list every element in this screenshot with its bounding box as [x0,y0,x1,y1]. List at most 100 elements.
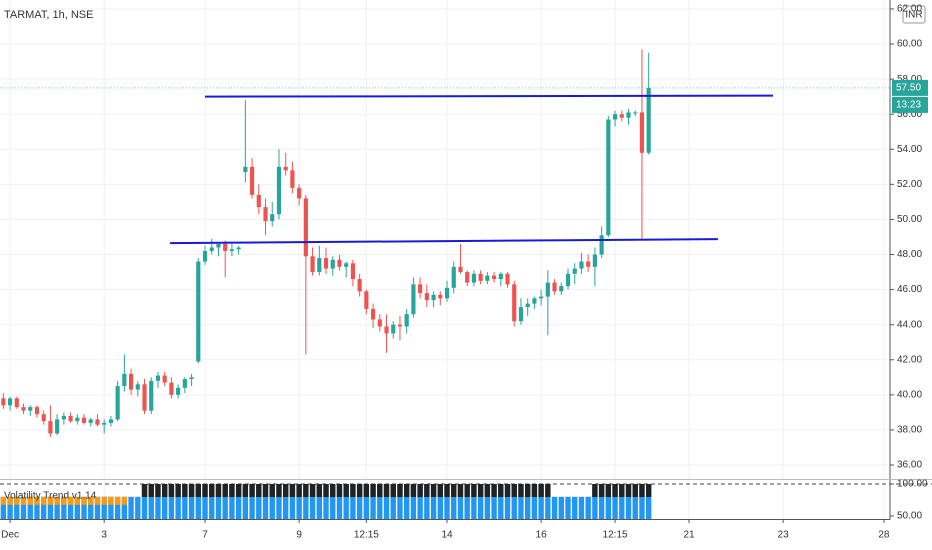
indicator-cap [511,483,517,497]
indicator-bar [605,483,612,519]
candle-body [424,293,429,301]
candle-body [572,268,577,274]
currency-box[interactable] [902,5,926,24]
candle-body [491,275,497,280]
indicator-bar [175,483,181,519]
candle-body [209,247,214,252]
indicator-bar [283,483,289,519]
indicator-cap [404,483,410,497]
indicator-cap [222,483,228,497]
indicator-bar [121,496,128,519]
indicator-cap [531,483,538,497]
indicator-cap [209,483,215,497]
indicator-bar [235,483,242,519]
indicator-bar [430,483,437,519]
x-tick-label: 7 [202,530,208,541]
indicator-cap [498,483,504,497]
indicator-bar [81,496,87,519]
indicator-bar [592,483,598,519]
indicator-bar [188,483,195,519]
x-tick-label: 9 [296,530,302,541]
indicator-cap [202,483,208,497]
indicator-cap [229,483,235,497]
indicator-cap [336,483,343,497]
indicator-bar [350,483,356,519]
symbol-title: TARMAT, 1h, NSE [4,9,93,21]
candle-body [68,415,73,422]
indicator-bar [74,496,80,519]
y-tick-label: 40.00 [897,389,922,400]
indicator-cap [195,483,201,497]
candle-body [95,419,100,425]
indicator-cap [538,483,544,497]
candle-body [518,307,524,322]
indicator-cap [343,483,349,497]
indicator-cap [397,483,403,497]
indicator-bar [390,483,396,519]
indicator-bar [195,483,201,519]
countdown-box [892,96,928,113]
candle-body [41,414,46,422]
indicator-cap [289,483,296,497]
candle-body [431,294,436,301]
indicator-bar [538,483,544,519]
indicator-cap [484,483,491,497]
indicator-bar [276,483,282,519]
countdown: 13:23 [896,100,921,111]
indicator-cap [457,483,464,497]
indicator-bar [155,483,161,519]
candle-body [438,294,443,299]
indicator-cap [88,496,94,505]
indicator-cap [14,496,20,505]
candle-body [592,254,597,267]
y-tick-label: 48.00 [897,249,922,260]
indicator-cap [0,496,7,505]
indicator-cap [81,496,87,505]
candle-body [545,282,550,297]
indicator-bar [645,483,652,519]
candle-body [243,166,248,173]
indicator-bar [498,483,504,519]
indicator-cap [504,483,511,497]
indicator-bar [222,483,228,519]
candle-body [411,284,416,315]
candle-body [330,259,335,269]
indicator-cap [417,483,423,497]
candle-body [216,243,221,248]
x-tick-label: 12:15 [603,530,628,541]
indicator-bar [323,483,329,519]
indicator-bar [551,496,558,519]
candle-body [633,112,638,114]
indicator-cap [168,483,175,497]
indicator-bar [135,496,141,519]
indicator-cap [215,483,222,497]
candle-body [149,380,154,411]
indicator-cap [471,483,477,497]
indicator-cap [430,483,437,497]
candle-body [283,166,288,171]
indicator-cap [363,483,370,497]
candle-body [196,261,201,362]
last-price-label: 57.50 [896,83,921,94]
candle-body [81,417,87,423]
indicator-bar [619,483,625,519]
indicator-cap [155,483,161,497]
indicator-cap [477,483,484,497]
indicator-cap [61,496,67,505]
indicator-cap [141,483,148,497]
indicator-bar [424,483,430,519]
candle-body [586,261,591,267]
indicator-bar [101,496,107,519]
indicator-cap [162,483,168,497]
indicator-cap [451,483,457,497]
indicator-bar [524,483,531,519]
indicator-bar [303,483,309,519]
indicator-cap [309,483,316,497]
indicator-cap [545,483,551,497]
indicator-bar [578,496,585,519]
indicator-bar [397,483,403,519]
currency[interactable]: INR [905,10,922,21]
indicator-cap [303,483,309,497]
candle-body [7,398,13,406]
indicator-bar [451,483,457,519]
